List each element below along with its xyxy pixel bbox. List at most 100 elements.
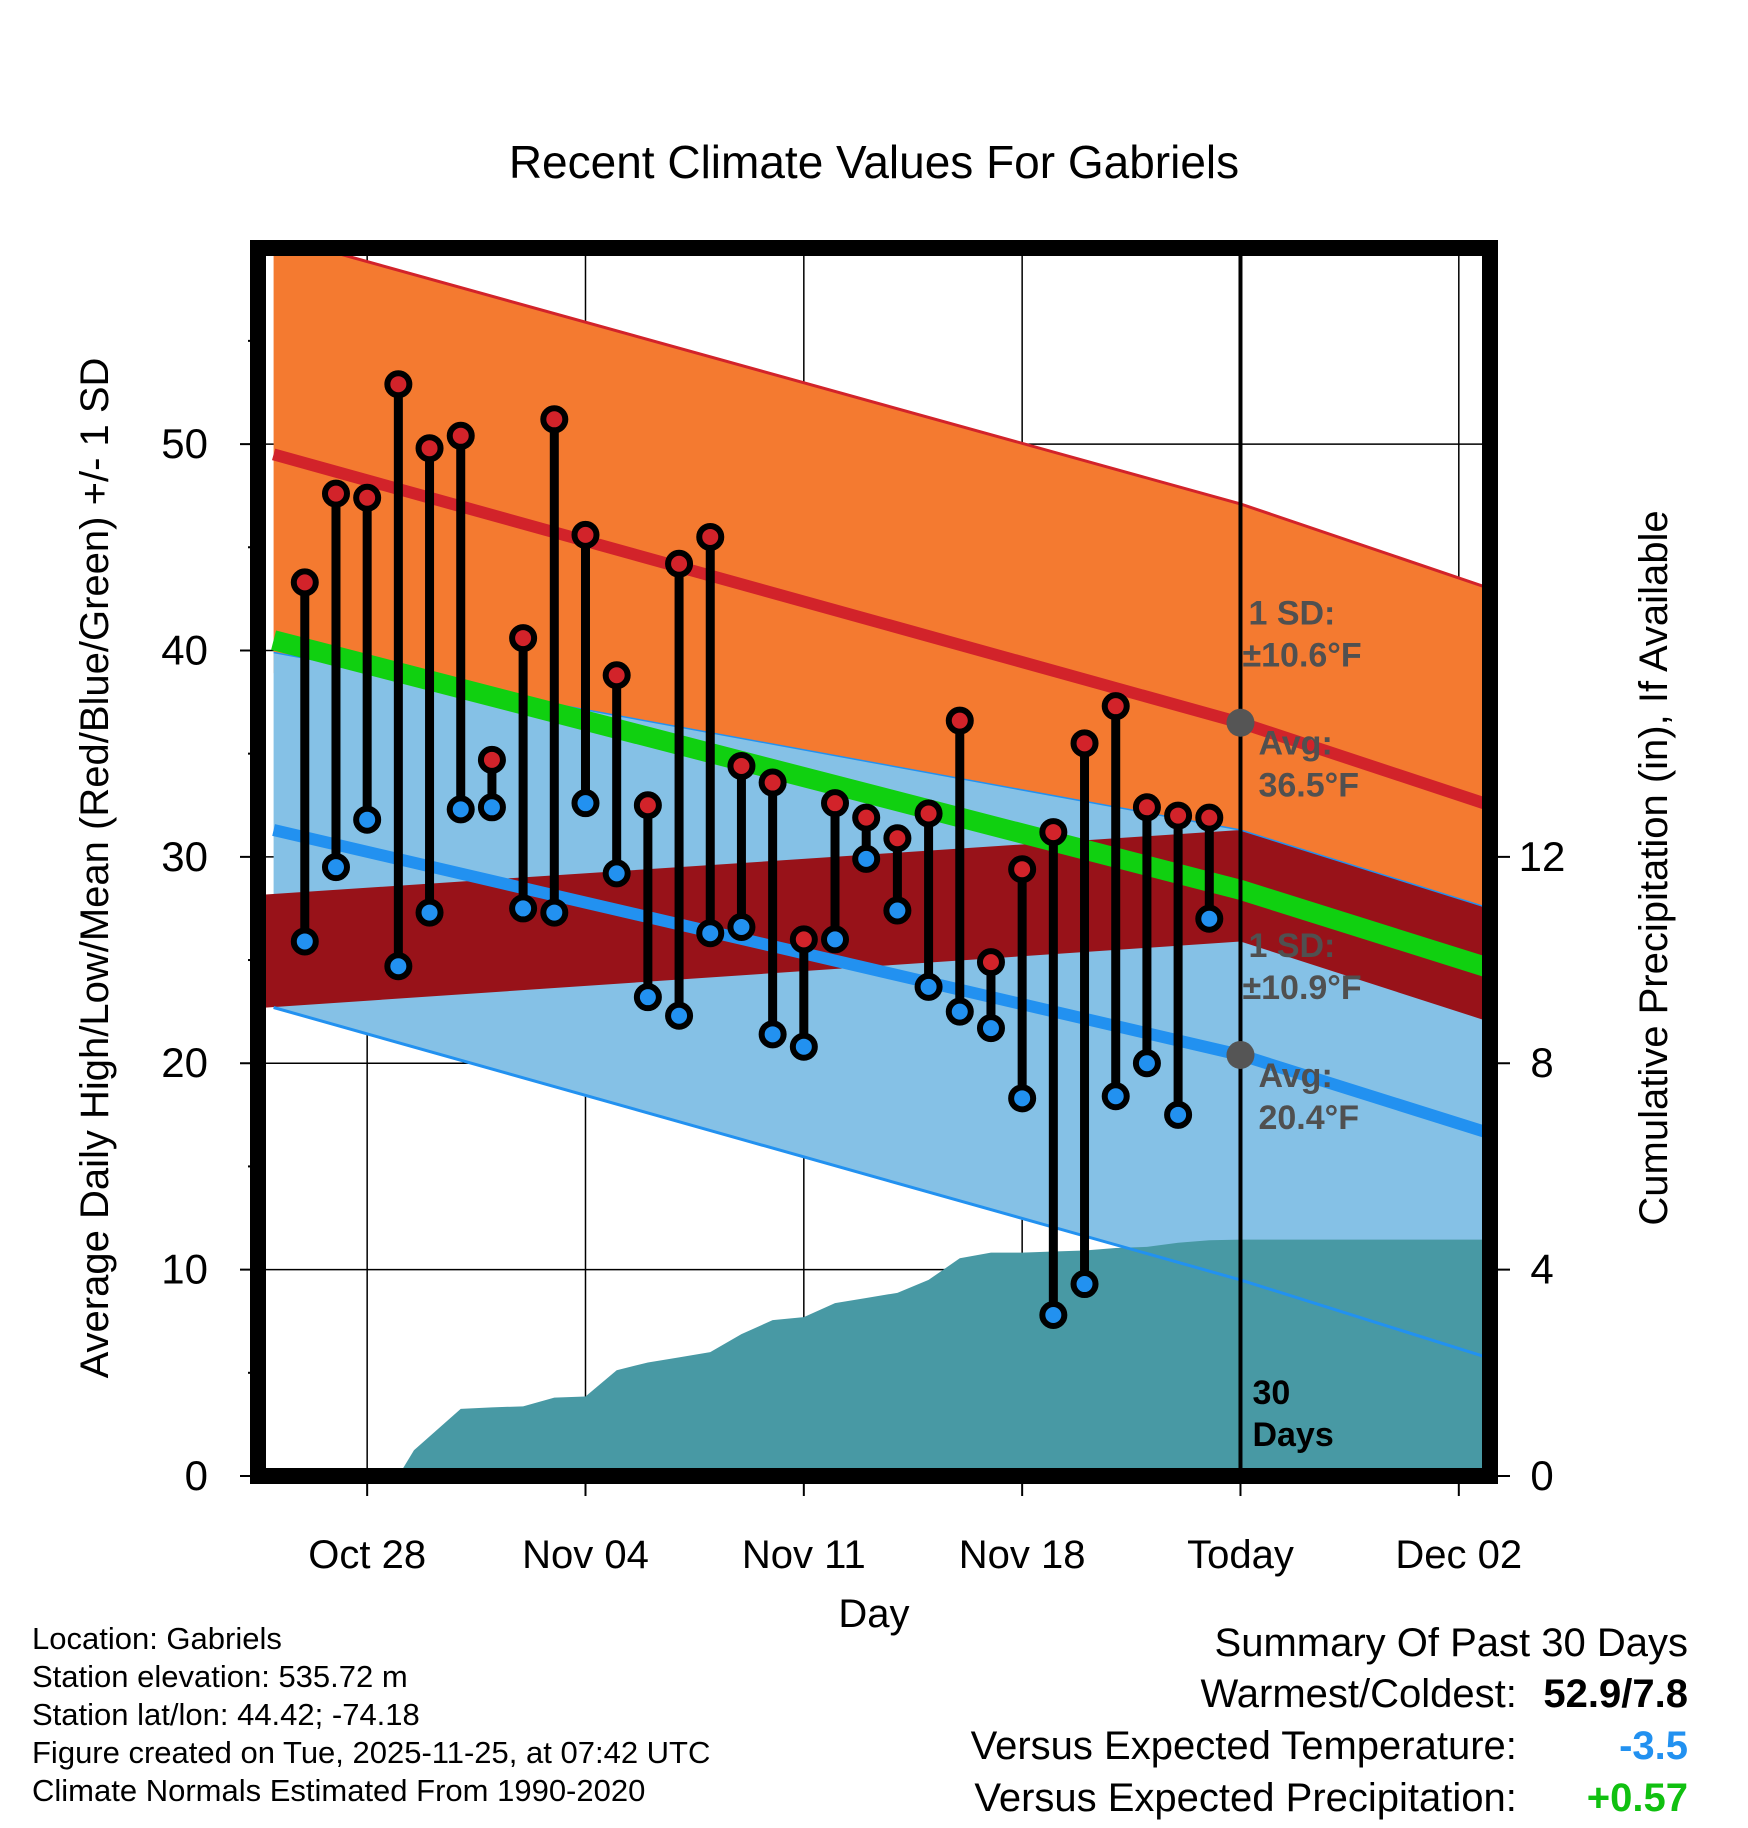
daily-low-point [1039, 1301, 1068, 1330]
daily-high-point [321, 479, 350, 508]
y-tick-label: 30 [161, 833, 208, 880]
daily-high-point [290, 568, 319, 597]
daily-low-point [1132, 1049, 1161, 1078]
daily-high-point [727, 752, 756, 781]
daily-low-point [633, 983, 662, 1012]
x-tick-label: Today [1187, 1533, 1294, 1577]
daily-high-point [789, 925, 818, 954]
daily-low-point [446, 795, 475, 824]
warmest-value: 52.9/7.8 [1543, 1672, 1688, 1716]
x-tick-label: Nov 11 [742, 1533, 866, 1577]
daily-low-point [1008, 1084, 1037, 1113]
low-avg-marker [1226, 1040, 1255, 1069]
daily-low-point [1070, 1270, 1099, 1299]
daily-low-point [727, 913, 756, 942]
daily-high-point [1195, 803, 1224, 832]
daily-low-point [602, 859, 631, 888]
daily-high-point [852, 803, 881, 832]
y2-tick-label: 12 [1519, 833, 1566, 880]
daily-low-point [945, 997, 974, 1026]
temp-label: Versus Expected Temperature: [970, 1724, 1517, 1768]
low-sd-band [273, 652, 1490, 1359]
x-axis-label: Day [838, 1592, 909, 1636]
daily-low-point [1101, 1082, 1130, 1111]
summary-warmest-row: Warmest/Coldest: 52.9/7.8 [971, 1668, 1689, 1720]
daily-high-point [353, 483, 382, 512]
daily-low-point [540, 898, 569, 927]
chart-title: Recent Climate Values For Gabriels [509, 136, 1239, 188]
summary-title: Summary Of Past 30 Days [1214, 1621, 1688, 1665]
y2-axis-label: Cumulative Precipitation (in), If Availa… [1632, 510, 1676, 1225]
y2-tick-label: 0 [1530, 1452, 1553, 1499]
daily-high-point [633, 791, 662, 820]
info-created: Figure created on Tue, 2025-11-25, at 07… [32, 1735, 711, 1770]
daily-high-point [1132, 793, 1161, 822]
daily-high-point [1008, 855, 1037, 884]
daily-high-point [384, 370, 413, 399]
daily-low-point [321, 853, 350, 882]
precip-value: +0.57 [1586, 1776, 1688, 1820]
daily-high-point [945, 706, 974, 735]
daily-high-point [821, 789, 850, 818]
daily-low-point [789, 1032, 818, 1061]
temp-value: -3.5 [1619, 1724, 1688, 1768]
daily-low-point [1164, 1100, 1193, 1129]
daily-low-point [821, 925, 850, 954]
info-location: Location: Gabriels [32, 1621, 282, 1656]
y-tick-label: 20 [161, 1039, 208, 1086]
low-sd-label: 1 SD: [1248, 927, 1335, 965]
y-tick-label: 50 [161, 420, 208, 467]
info-normals: Climate Normals Estimated From 1990-2020 [32, 1773, 646, 1808]
daily-high-point [1039, 818, 1068, 847]
y-axis-label: Average Daily High/Low/Mean (Red/Blue/Gr… [73, 358, 117, 1379]
daily-high-point [509, 624, 538, 653]
daily-low-point [477, 793, 506, 822]
daily-high-point [1164, 801, 1193, 830]
summary-panel: Summary Of Past 30 Days Warmest/Coldest:… [971, 1618, 1688, 1824]
y2-tick-label: 4 [1530, 1246, 1553, 1293]
daily-low-point [665, 1001, 694, 1030]
daily-low-point [384, 952, 413, 981]
high-avg-marker [1226, 708, 1255, 737]
high-sd-value: ±10.6°F [1242, 637, 1361, 675]
station-info: Location: Gabriels Station elevation: 53… [32, 1620, 710, 1810]
daily-low-point [353, 805, 382, 834]
x-tick-label: Oct 28 [308, 1533, 426, 1577]
today-days-word: Days [1252, 1416, 1333, 1454]
high-avg-label: Avg: [1258, 725, 1332, 763]
y-tick-label: 0 [185, 1452, 208, 1499]
daily-high-point [446, 421, 475, 450]
daily-low-point [509, 894, 538, 923]
daily-low-point [758, 1020, 787, 1049]
summary-temp-row: Versus Expected Temperature: -3.5 [971, 1720, 1688, 1772]
daily-low-point [415, 898, 444, 927]
low-avg-value: 20.4°F [1258, 1099, 1359, 1137]
y-tick-label: 10 [161, 1246, 208, 1293]
daily-high-point [571, 520, 600, 549]
high-sd-label: 1 SD: [1248, 595, 1335, 633]
daily-high-point [415, 434, 444, 463]
plot-frame [250, 240, 1498, 1484]
x-tick-label: Nov 18 [959, 1533, 1086, 1577]
precip-label: Versus Expected Precipitation: [974, 1776, 1517, 1820]
x-tick-label: Nov 04 [522, 1533, 649, 1577]
info-elevation: Station elevation: 535.72 m [32, 1659, 408, 1694]
daily-high-point [1101, 692, 1130, 721]
low-sd-value: ±10.9°F [1242, 969, 1361, 1007]
warmest-label: Warmest/Coldest: [1200, 1672, 1517, 1716]
daily-high-point [758, 768, 787, 797]
daily-low-point [571, 789, 600, 818]
daily-low-point [914, 972, 943, 1001]
precip-area [273, 1239, 1490, 1476]
x-tick-label: Dec 02 [1395, 1533, 1522, 1577]
low-avg-label: Avg: [1258, 1057, 1332, 1095]
daily-low-point [976, 1014, 1005, 1043]
daily-high-point [883, 824, 912, 853]
daily-low-point [290, 927, 319, 956]
daily-low-point [696, 919, 725, 948]
daily-low-point [852, 844, 881, 873]
y2-tick-label: 8 [1530, 1039, 1553, 1086]
daily-high-point [914, 799, 943, 828]
info-latlon: Station lat/lon: 44.42; -74.18 [32, 1697, 420, 1732]
